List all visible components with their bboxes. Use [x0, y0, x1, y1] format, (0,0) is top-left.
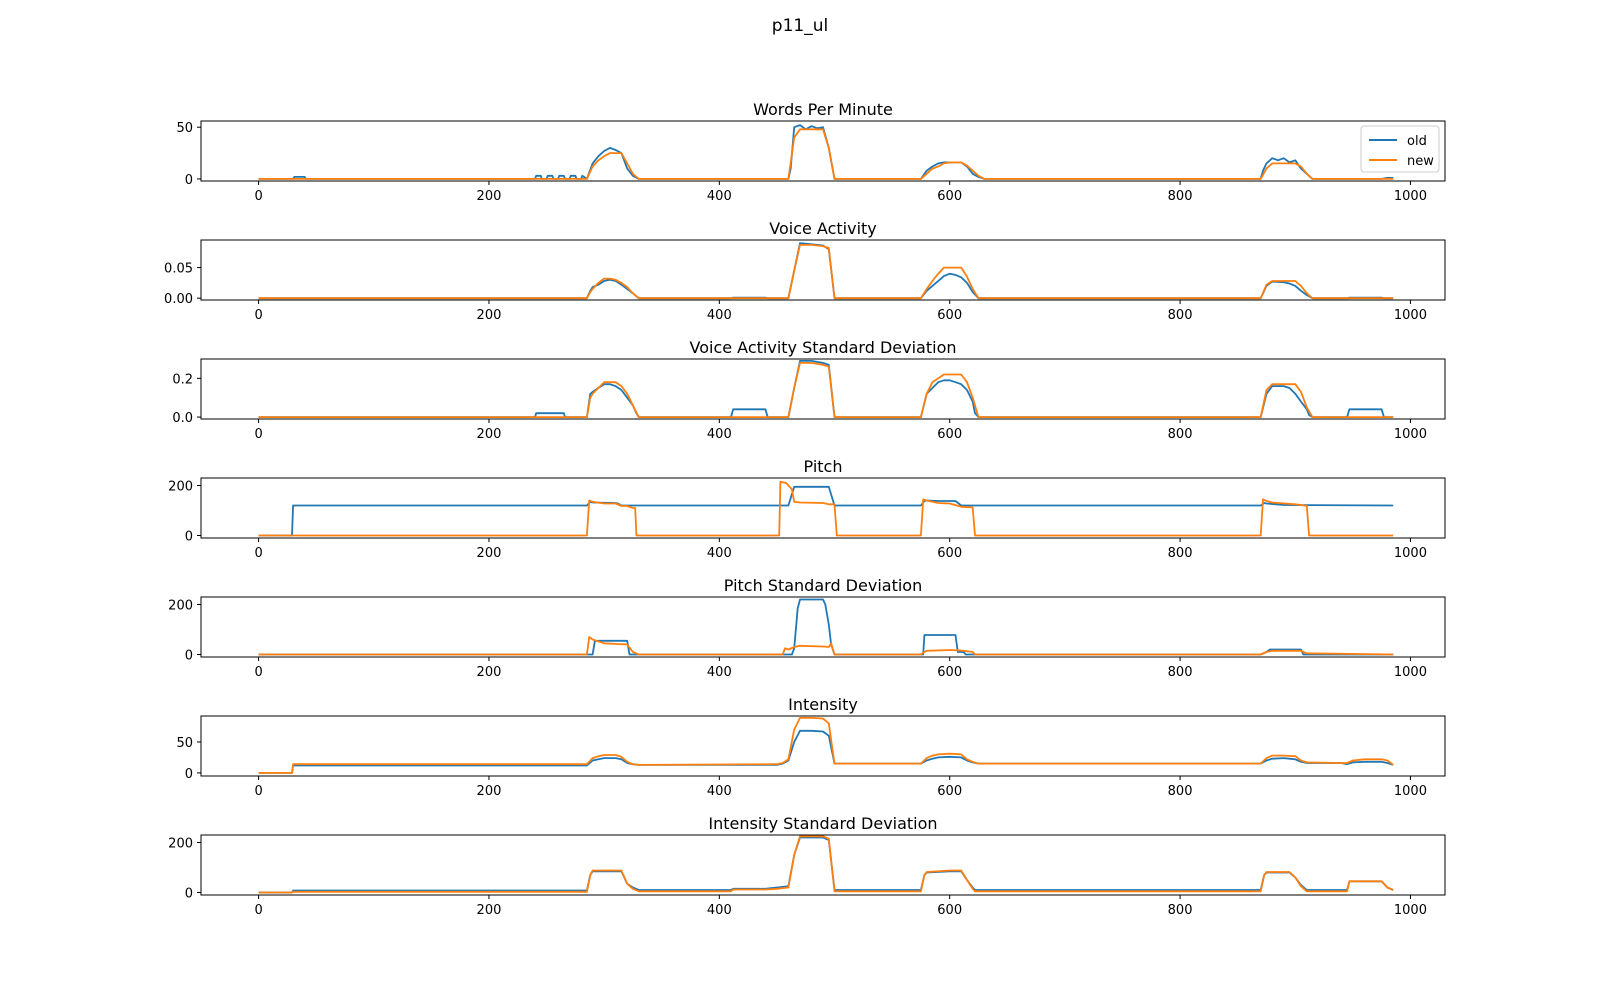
x-tick-label: 1000	[1394, 784, 1427, 799]
chart-panel-2: Voice Activity 0 200 400 600 800 1000 0.00 0.05	[164, 219, 1445, 323]
series-line-new	[259, 718, 1394, 773]
y-tick-label: 0	[185, 767, 193, 782]
x-tick-label: 800	[1168, 784, 1193, 799]
panel-title: Intensity	[788, 695, 858, 714]
x-tick-label: 400	[707, 189, 732, 204]
x-tick-label: 200	[477, 784, 502, 799]
y-tick-label: 0	[185, 649, 193, 664]
y-tick-label: 0.2	[172, 372, 193, 387]
x-tick-label: 600	[937, 546, 962, 561]
y-tick-label: 0	[185, 887, 193, 902]
series-line-new	[259, 129, 1394, 179]
x-tick-label: 200	[477, 903, 502, 918]
series-line-old	[259, 487, 1394, 536]
x-tick-label: 1000	[1394, 665, 1427, 680]
x-tick-label: 400	[707, 308, 732, 323]
y-tick-label: 200	[168, 480, 193, 495]
x-tick-label: 0	[254, 903, 262, 918]
y-tick-label: 50	[176, 121, 193, 136]
panel-title: Voice Activity Standard Deviation	[690, 338, 957, 357]
legend-label-new: new	[1407, 154, 1434, 169]
panel-title: Pitch	[804, 457, 843, 476]
chart-panel-5: Pitch Standard Deviation 0 200 400 600 800 100…	[168, 576, 1445, 680]
x-tick-label: 600	[937, 427, 962, 442]
x-tick-label: 200	[477, 308, 502, 323]
series-line-new	[259, 637, 1394, 655]
chart-panel-6: Intensity 0 200 400 600 800 1000 0 50	[176, 695, 1445, 799]
series-line-new	[259, 482, 1394, 536]
x-tick-label: 0	[254, 427, 262, 442]
x-tick-label: 1000	[1394, 427, 1427, 442]
x-tick-label: 600	[937, 308, 962, 323]
axes-frame	[201, 597, 1445, 657]
chart-panel-4: Pitch 0 200 400 600 800 1000 0 200	[168, 457, 1445, 561]
x-tick-label: 0	[254, 189, 262, 204]
chart-panel-1: Words Per Minute 0 200 400 600 800 1000 0 50 old n…	[176, 100, 1445, 204]
x-tick-label: 0	[254, 546, 262, 561]
axes-frame	[201, 835, 1445, 895]
series-line-old	[259, 731, 1394, 773]
x-tick-label: 1000	[1394, 189, 1427, 204]
axes-frame	[201, 716, 1445, 776]
x-tick-label: 400	[707, 427, 732, 442]
y-tick-label: 0	[185, 530, 193, 545]
chart-panel-3: Voice Activity Standard Deviation 0 200 400…	[172, 338, 1445, 442]
y-tick-label: 200	[168, 837, 193, 852]
x-tick-label: 400	[707, 665, 732, 680]
x-tick-label: 600	[937, 903, 962, 918]
x-tick-label: 1000	[1394, 903, 1427, 918]
x-tick-label: 600	[937, 665, 962, 680]
x-tick-label: 400	[707, 784, 732, 799]
y-tick-label: 200	[168, 599, 193, 614]
x-tick-label: 800	[1168, 665, 1193, 680]
panel-title: Pitch Standard Deviation	[724, 576, 922, 595]
y-tick-label: 0	[185, 173, 193, 188]
x-tick-label: 0	[254, 665, 262, 680]
x-tick-label: 200	[477, 665, 502, 680]
series-line-new	[259, 836, 1394, 892]
y-tick-label: 50	[176, 736, 193, 751]
series-line-old	[259, 361, 1394, 417]
x-tick-label: 0	[254, 308, 262, 323]
x-tick-label: 600	[937, 784, 962, 799]
x-tick-label: 400	[707, 903, 732, 918]
axes-frame	[201, 359, 1445, 419]
x-tick-label: 0	[254, 784, 262, 799]
x-tick-label: 400	[707, 546, 732, 561]
x-tick-label: 800	[1168, 903, 1193, 918]
series-line-old	[259, 838, 1394, 893]
x-tick-label: 200	[477, 546, 502, 561]
x-tick-label: 200	[477, 189, 502, 204]
series-line-new	[259, 245, 1394, 298]
x-tick-label: 200	[477, 427, 502, 442]
y-tick-label: 0.0	[172, 411, 193, 426]
chart-panel-7: Intensity Standard Deviation 0 200 400 600 80…	[168, 814, 1445, 918]
x-tick-label: 800	[1168, 189, 1193, 204]
x-tick-label: 800	[1168, 546, 1193, 561]
y-tick-label: 0.05	[164, 262, 193, 277]
x-tick-label: 600	[937, 189, 962, 204]
panel-title: Intensity Standard Deviation	[708, 814, 937, 833]
x-tick-label: 800	[1168, 308, 1193, 323]
axes-frame	[201, 240, 1445, 300]
series-line-new	[259, 363, 1394, 417]
y-tick-label: 0.00	[164, 292, 193, 307]
x-tick-label: 800	[1168, 427, 1193, 442]
x-tick-label: 1000	[1394, 308, 1427, 323]
panel-title: Voice Activity	[769, 219, 877, 238]
x-tick-label: 1000	[1394, 546, 1427, 561]
panel-title: Words Per Minute	[753, 100, 893, 119]
series-line-old	[259, 125, 1394, 179]
legend-label-old: old	[1407, 134, 1427, 149]
series-line-old	[259, 243, 1394, 298]
